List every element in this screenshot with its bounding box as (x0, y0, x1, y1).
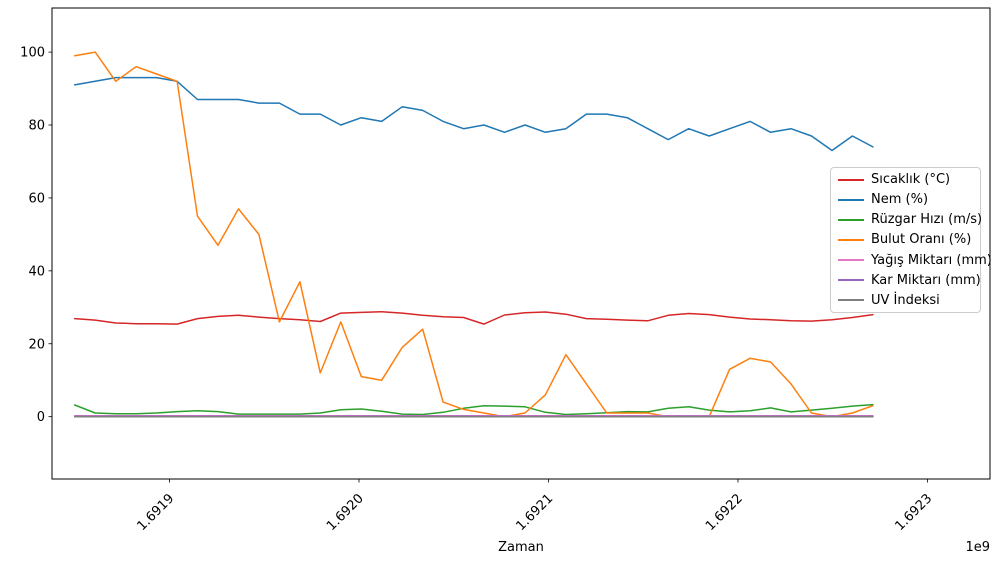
legend-label: Sıcaklık (°C) (871, 172, 951, 187)
axis-offset-label: 1e9 (965, 540, 990, 555)
series-line-3 (73, 403, 874, 416)
legend-line-swatch (838, 238, 864, 241)
legend-item: UV İndeksi (838, 294, 973, 307)
series-line-4 (73, 51, 874, 418)
legend-label: Bulut Oranı (%) (871, 232, 972, 248)
y-tick-label: 60 (28, 191, 45, 206)
y-tick-label: 20 (28, 337, 45, 352)
legend-line-swatch (838, 299, 864, 302)
series-line-1 (73, 310, 874, 325)
legend-line-swatch (838, 218, 864, 221)
x-tick-label: 1.6920 (324, 491, 367, 534)
legend-label: Yağış Miktarı (mm) (871, 252, 992, 268)
y-tick-label: 100 (20, 46, 45, 61)
legend: Sıcaklık (°C) Nem (%) Rüzgar Hızı (m/s) Bul… (830, 167, 992, 313)
legend-line-swatch (838, 259, 864, 262)
y-tick-label: 80 (28, 119, 45, 134)
legend-line-swatch (838, 198, 864, 201)
legend-item: Sıcaklık (°C) (838, 173, 973, 186)
x-tick-label: 1.6922 (703, 491, 746, 534)
x-tick-label: 1.6919 (135, 491, 178, 534)
y-tick-label: 40 (28, 264, 45, 279)
x-tick-label: 1.6923 (893, 491, 936, 534)
x-axis-label: Zaman (498, 540, 544, 555)
legend-item: Bulut Oranı (%) (838, 233, 973, 246)
x-tick-label: 1.6921 (514, 491, 557, 534)
legend-label: Rüzgar Hızı (m/s) (871, 212, 983, 228)
legend-item: Yağış Miktarı (mm) (838, 254, 992, 267)
legend-item: Kar Miktarı (mm) (838, 274, 981, 287)
legend-line-swatch (838, 178, 864, 181)
legend-label: Nem (%) (871, 192, 929, 208)
legend-label: Kar Miktarı (mm) (871, 272, 981, 288)
y-tick-label: 0 (37, 410, 45, 425)
legend-label: UV İndeksi (871, 292, 940, 308)
legend-item: Nem (%) (838, 193, 973, 206)
series-line-2 (73, 76, 874, 152)
legend-line-swatch (838, 279, 864, 282)
legend-item: Rüzgar Hızı (m/s) (838, 213, 982, 226)
